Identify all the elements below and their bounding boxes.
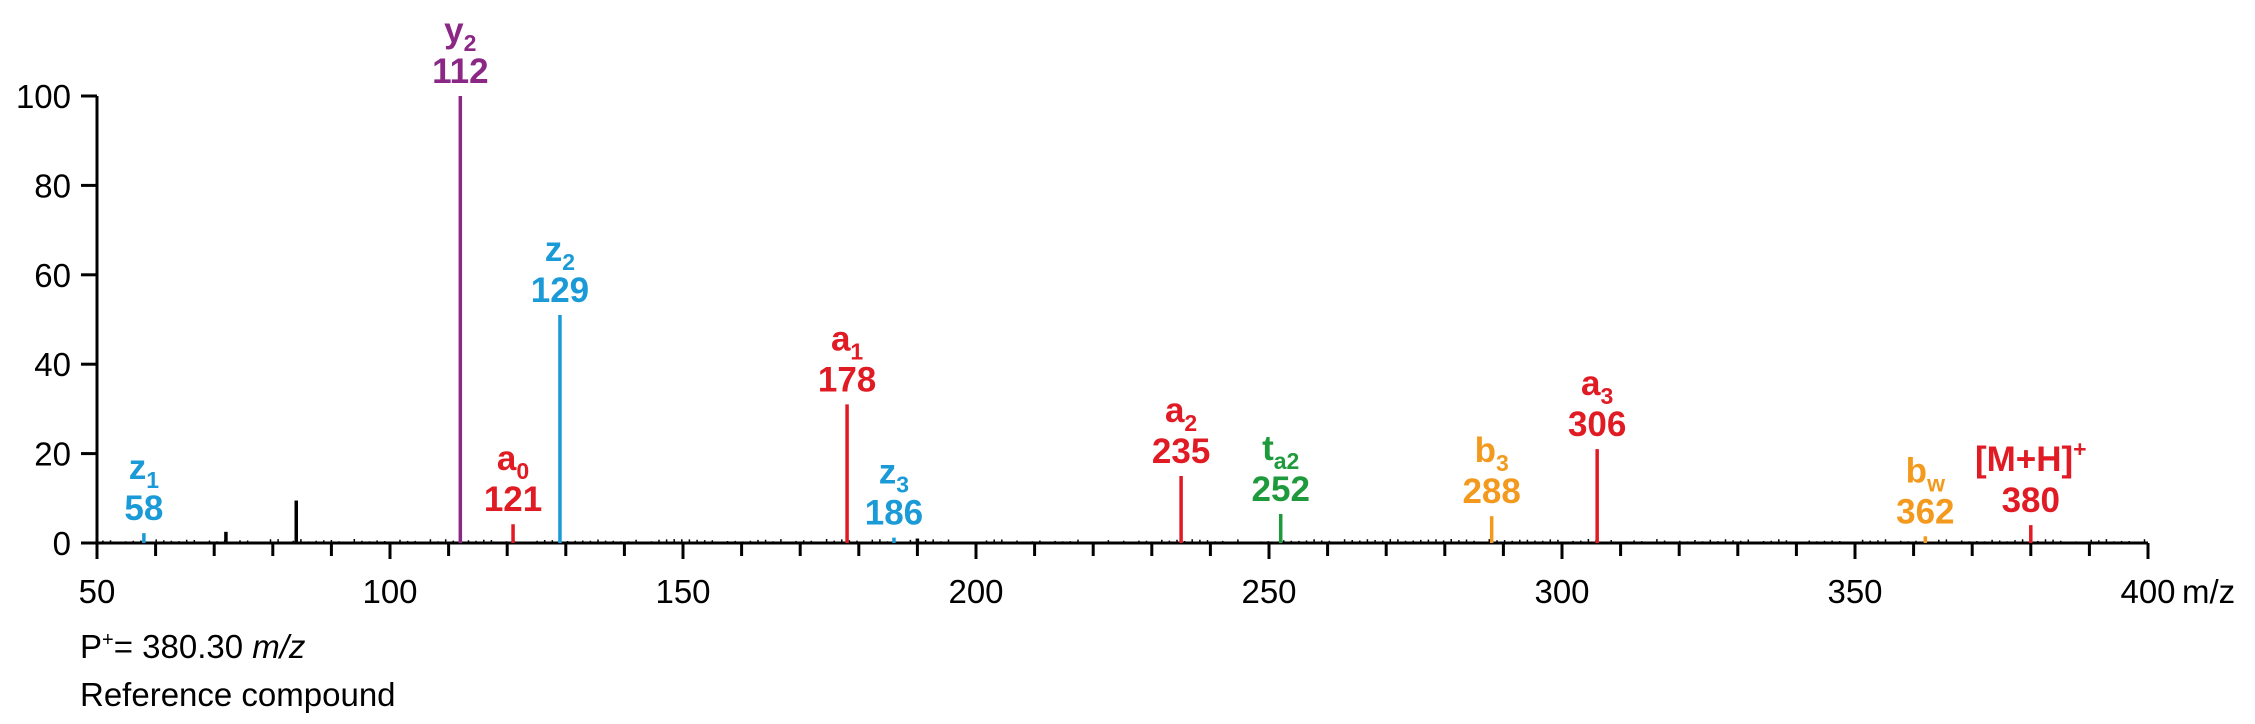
- peak-ion-label: [M+H]+: [1975, 436, 2087, 479]
- y-tick-label: 20: [34, 436, 71, 473]
- peaks: [142, 96, 2033, 543]
- peak-mz-label: 288: [1462, 472, 1520, 511]
- peak-ion-label: a1: [831, 319, 863, 364]
- peak-mz-label: 362: [1896, 492, 1954, 531]
- peak-ion-label: a0: [497, 439, 529, 484]
- peak-mz-label: 306: [1568, 405, 1626, 444]
- peak-ion-label: a3: [1581, 364, 1613, 409]
- peak-ion-label: a2: [1165, 391, 1197, 436]
- y-tick-label: 100: [16, 78, 71, 115]
- precursor-charge: +: [102, 629, 114, 651]
- x-tick-label: 350: [1827, 573, 1882, 610]
- peak-mz-label: 178: [818, 360, 876, 399]
- peak-mz-label: 129: [531, 271, 589, 310]
- y-tick-label: 0: [53, 525, 71, 562]
- precursor-unit: m/z: [252, 628, 306, 665]
- x-tick-label: 150: [655, 573, 710, 610]
- x-tick-label: 100: [362, 573, 417, 610]
- peak-ion-label: z1: [129, 448, 160, 493]
- precursor-value: = 380.30: [113, 628, 253, 665]
- y-tick-label: 40: [34, 346, 71, 383]
- precursor-prefix: P: [80, 628, 103, 665]
- peak-ion-label: ta2: [1262, 429, 1299, 474]
- peak-mz-label: 186: [865, 494, 923, 533]
- compound-label: Reference compound: [80, 676, 396, 713]
- precursor-line: P+= 380.30 m/z: [80, 628, 305, 666]
- peak-ion-label: bw: [1906, 451, 1945, 496]
- peak-mz-label: 252: [1252, 470, 1310, 509]
- y-tick-label: 60: [34, 257, 71, 294]
- x-tick-label: 300: [1534, 573, 1589, 610]
- y-tick-label: 80: [34, 167, 71, 204]
- peak-mz-label: 58: [124, 489, 163, 528]
- x-axis-label: m/z: [2182, 573, 2235, 610]
- x-tick-label: 50: [79, 573, 116, 610]
- peak-ion-label: z3: [879, 453, 909, 498]
- peak-ion-label: y2: [444, 11, 476, 56]
- peak-ion-label: z2: [545, 230, 575, 275]
- peak-mz-label: 380: [2002, 481, 2060, 520]
- peak-mz-label: 112: [432, 52, 488, 91]
- x-tick-label: 400: [2120, 573, 2175, 610]
- axes: 50 100 150 200 250 300 350 400 m/z 0 20 40 60 80 100: [16, 78, 2235, 610]
- peak-mz-label: 235: [1152, 432, 1210, 471]
- x-tick-label: 250: [1241, 573, 1296, 610]
- peak-mz-label: 121: [484, 480, 542, 519]
- peak-ion-label: b3: [1475, 431, 1509, 476]
- x-tick-label: 200: [948, 573, 1003, 610]
